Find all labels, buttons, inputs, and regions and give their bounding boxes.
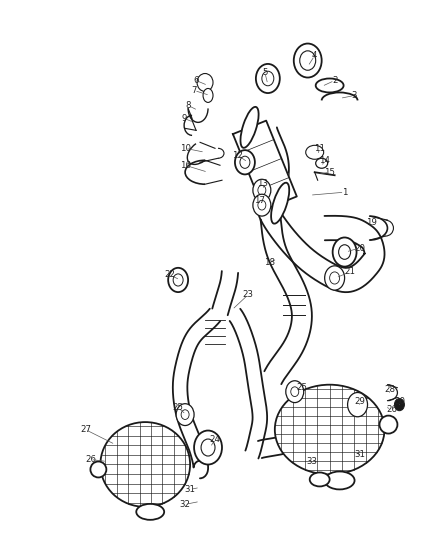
Text: 26: 26 — [386, 405, 397, 414]
Text: 13: 13 — [258, 179, 268, 188]
Circle shape — [286, 381, 304, 402]
Text: 11: 11 — [314, 144, 325, 153]
Ellipse shape — [100, 422, 190, 507]
Ellipse shape — [240, 107, 258, 148]
Text: 18: 18 — [265, 257, 276, 266]
Circle shape — [325, 266, 345, 290]
Text: 25: 25 — [296, 383, 307, 392]
Circle shape — [235, 150, 255, 174]
Text: 12: 12 — [233, 151, 244, 160]
Ellipse shape — [203, 88, 213, 102]
Circle shape — [253, 179, 271, 201]
Text: 10: 10 — [180, 144, 191, 153]
Ellipse shape — [197, 74, 213, 92]
Text: 26: 26 — [85, 455, 96, 464]
Text: 1: 1 — [342, 188, 347, 197]
Circle shape — [332, 238, 357, 266]
Circle shape — [294, 44, 321, 77]
Text: 17: 17 — [254, 196, 265, 205]
Text: 29: 29 — [354, 397, 365, 406]
Ellipse shape — [316, 78, 343, 92]
Text: 5: 5 — [262, 68, 268, 77]
Text: 30: 30 — [394, 397, 405, 406]
Circle shape — [194, 431, 222, 465]
Text: 14: 14 — [319, 156, 330, 165]
Circle shape — [256, 64, 280, 93]
Circle shape — [253, 194, 271, 216]
Circle shape — [395, 399, 404, 411]
Text: 16: 16 — [180, 161, 191, 170]
Text: 8: 8 — [185, 101, 191, 110]
Circle shape — [348, 392, 367, 417]
Ellipse shape — [310, 472, 330, 487]
Text: 6: 6 — [193, 76, 199, 85]
Text: 23: 23 — [242, 290, 254, 300]
Ellipse shape — [325, 472, 355, 489]
Text: 15: 15 — [324, 168, 335, 177]
Text: 31: 31 — [354, 450, 365, 459]
Ellipse shape — [316, 158, 328, 168]
Circle shape — [168, 268, 188, 292]
Text: 32: 32 — [180, 500, 191, 509]
Text: 27: 27 — [80, 425, 91, 434]
Text: 21: 21 — [344, 268, 355, 277]
Ellipse shape — [271, 183, 289, 224]
Text: 2: 2 — [332, 76, 337, 85]
Text: 19: 19 — [366, 217, 377, 227]
Text: 33: 33 — [306, 457, 317, 466]
Text: 28: 28 — [384, 385, 395, 394]
Text: 20: 20 — [354, 244, 365, 253]
Text: 31: 31 — [184, 485, 196, 494]
Text: 4: 4 — [312, 51, 318, 60]
Ellipse shape — [306, 146, 324, 159]
Text: 3: 3 — [352, 91, 357, 100]
Circle shape — [176, 403, 194, 425]
Text: 22: 22 — [165, 270, 176, 279]
Text: 24: 24 — [209, 435, 220, 444]
Text: 9: 9 — [181, 114, 187, 123]
Text: 25: 25 — [173, 403, 184, 412]
Ellipse shape — [136, 504, 164, 520]
Ellipse shape — [275, 385, 385, 474]
Ellipse shape — [90, 462, 106, 478]
Text: 7: 7 — [191, 86, 197, 95]
Polygon shape — [233, 120, 297, 210]
Ellipse shape — [379, 416, 397, 433]
